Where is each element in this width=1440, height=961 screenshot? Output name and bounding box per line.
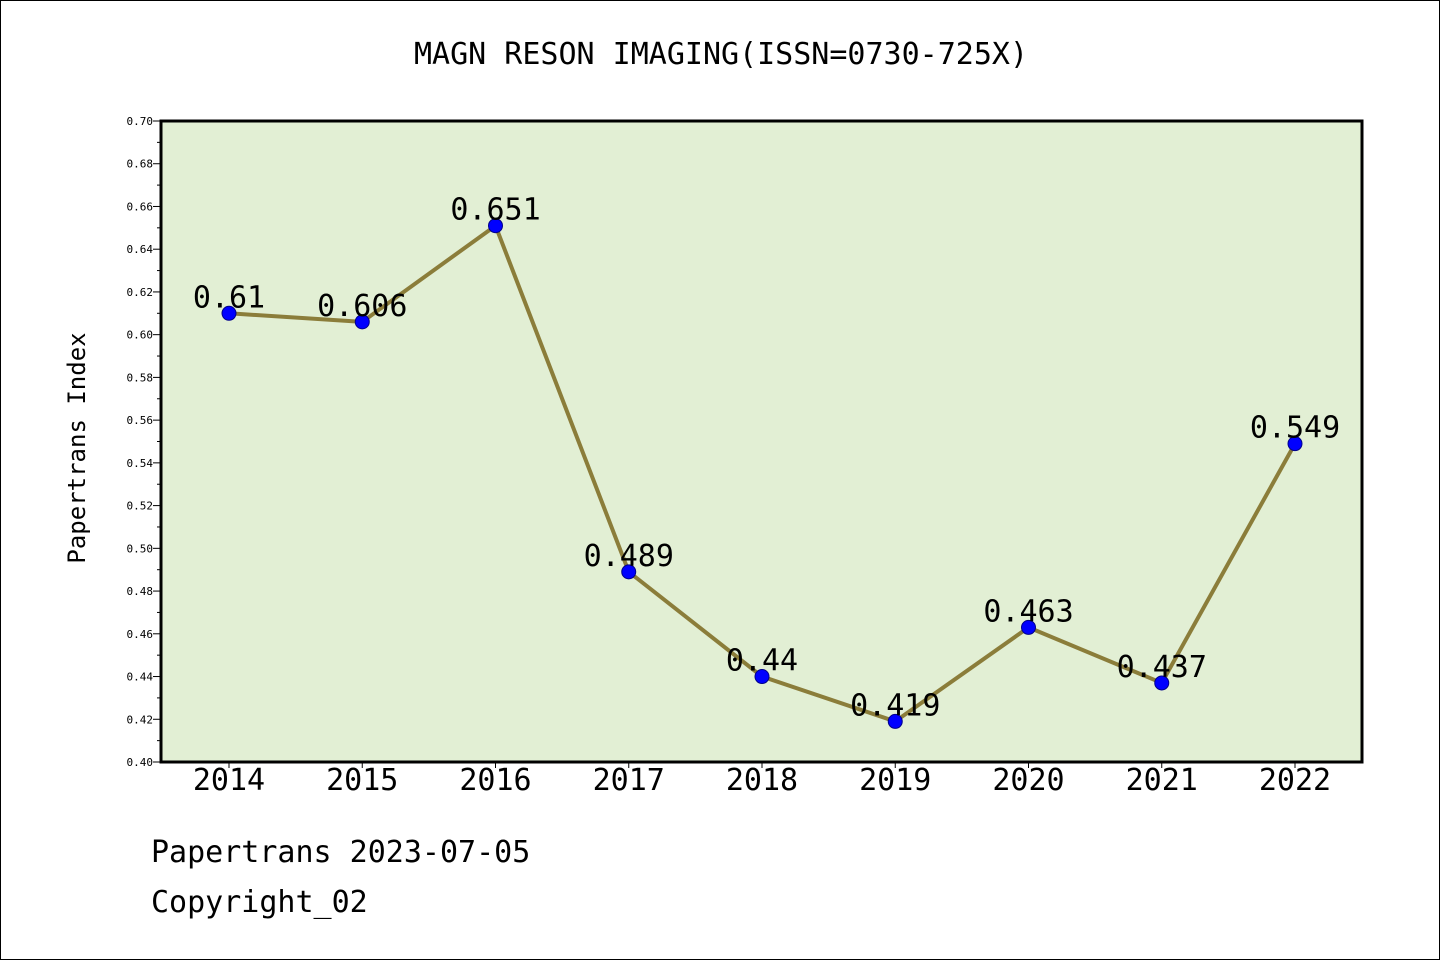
y-tick-label: 0.62 bbox=[127, 286, 154, 299]
footer-date: Papertrans 2023-07-05 bbox=[151, 835, 531, 870]
data-point bbox=[754, 669, 770, 685]
data-point bbox=[1287, 436, 1303, 452]
x-tick-label: 2014 bbox=[193, 763, 265, 798]
y-tick-label: 0.44 bbox=[127, 671, 154, 684]
data-point bbox=[621, 564, 637, 580]
x-tick-label: 2016 bbox=[459, 763, 531, 798]
y-tick-label: 0.64 bbox=[127, 243, 154, 256]
data-label: 0.463 bbox=[983, 594, 1073, 629]
y-tick-label: 0.56 bbox=[127, 414, 154, 427]
data-label: 0.606 bbox=[317, 289, 407, 324]
x-tick-label: 2020 bbox=[992, 763, 1064, 798]
data-label: 0.44 bbox=[726, 644, 798, 679]
x-tick-label: 2015 bbox=[326, 763, 398, 798]
data-label: 0.419 bbox=[850, 688, 940, 723]
y-tick-label: 0.50 bbox=[127, 542, 154, 555]
x-tick-label: 2021 bbox=[1126, 763, 1198, 798]
x-tick-label: 2018 bbox=[726, 763, 798, 798]
x-tick-label: 2019 bbox=[859, 763, 931, 798]
data-label: 0.489 bbox=[584, 539, 674, 574]
data-point bbox=[1154, 675, 1170, 691]
data-point bbox=[488, 218, 503, 234]
y-tick-label: 0.60 bbox=[127, 329, 154, 342]
data-point bbox=[1021, 619, 1036, 635]
y-tick-label: 0.68 bbox=[127, 158, 154, 171]
y-tick-label: 0.48 bbox=[127, 585, 154, 598]
y-tick-label: 0.54 bbox=[127, 457, 154, 470]
series-group: 0.61 0.606 0.651 0.489 0.44 0.419 0.463 0.437 0.… bbox=[193, 193, 1340, 729]
y-tick-label: 0.66 bbox=[127, 200, 154, 213]
plot-area bbox=[159, 119, 1364, 764]
y-tick-label: 0.52 bbox=[127, 500, 154, 513]
x-tick-label: 2022 bbox=[1259, 763, 1331, 798]
data-point bbox=[221, 305, 237, 321]
data-label: 0.549 bbox=[1250, 411, 1340, 446]
y-tick-label: 0.58 bbox=[127, 371, 154, 384]
y-tick-label: 0.70 bbox=[127, 115, 154, 128]
data-label: 0.437 bbox=[1117, 650, 1207, 685]
x-tick-label: 2017 bbox=[593, 763, 665, 798]
chart-title: MAGN RESON IMAGING(ISSN=0730-725X) bbox=[413, 37, 1029, 72]
data-label: 0.61 bbox=[193, 280, 265, 315]
x-axis: 2014 2015 2016 2017 2018 2019 2020 2021 2022 bbox=[193, 762, 1331, 798]
data-point bbox=[354, 314, 370, 330]
y-tick-label: 0.40 bbox=[127, 756, 154, 769]
data-point bbox=[887, 713, 903, 729]
data-label: 0.651 bbox=[450, 193, 540, 228]
y-tick-label: 0.42 bbox=[127, 713, 154, 726]
footer-copyright: Copyright_02 bbox=[151, 885, 368, 920]
y-axis-label: Papertrans Index bbox=[63, 332, 91, 563]
y-axis: 0.40 0.42 0.44 0.46 0.48 0.50 0.52 0.54 0.56 0.58… bbox=[127, 115, 161, 769]
y-tick-label: 0.46 bbox=[127, 628, 154, 641]
